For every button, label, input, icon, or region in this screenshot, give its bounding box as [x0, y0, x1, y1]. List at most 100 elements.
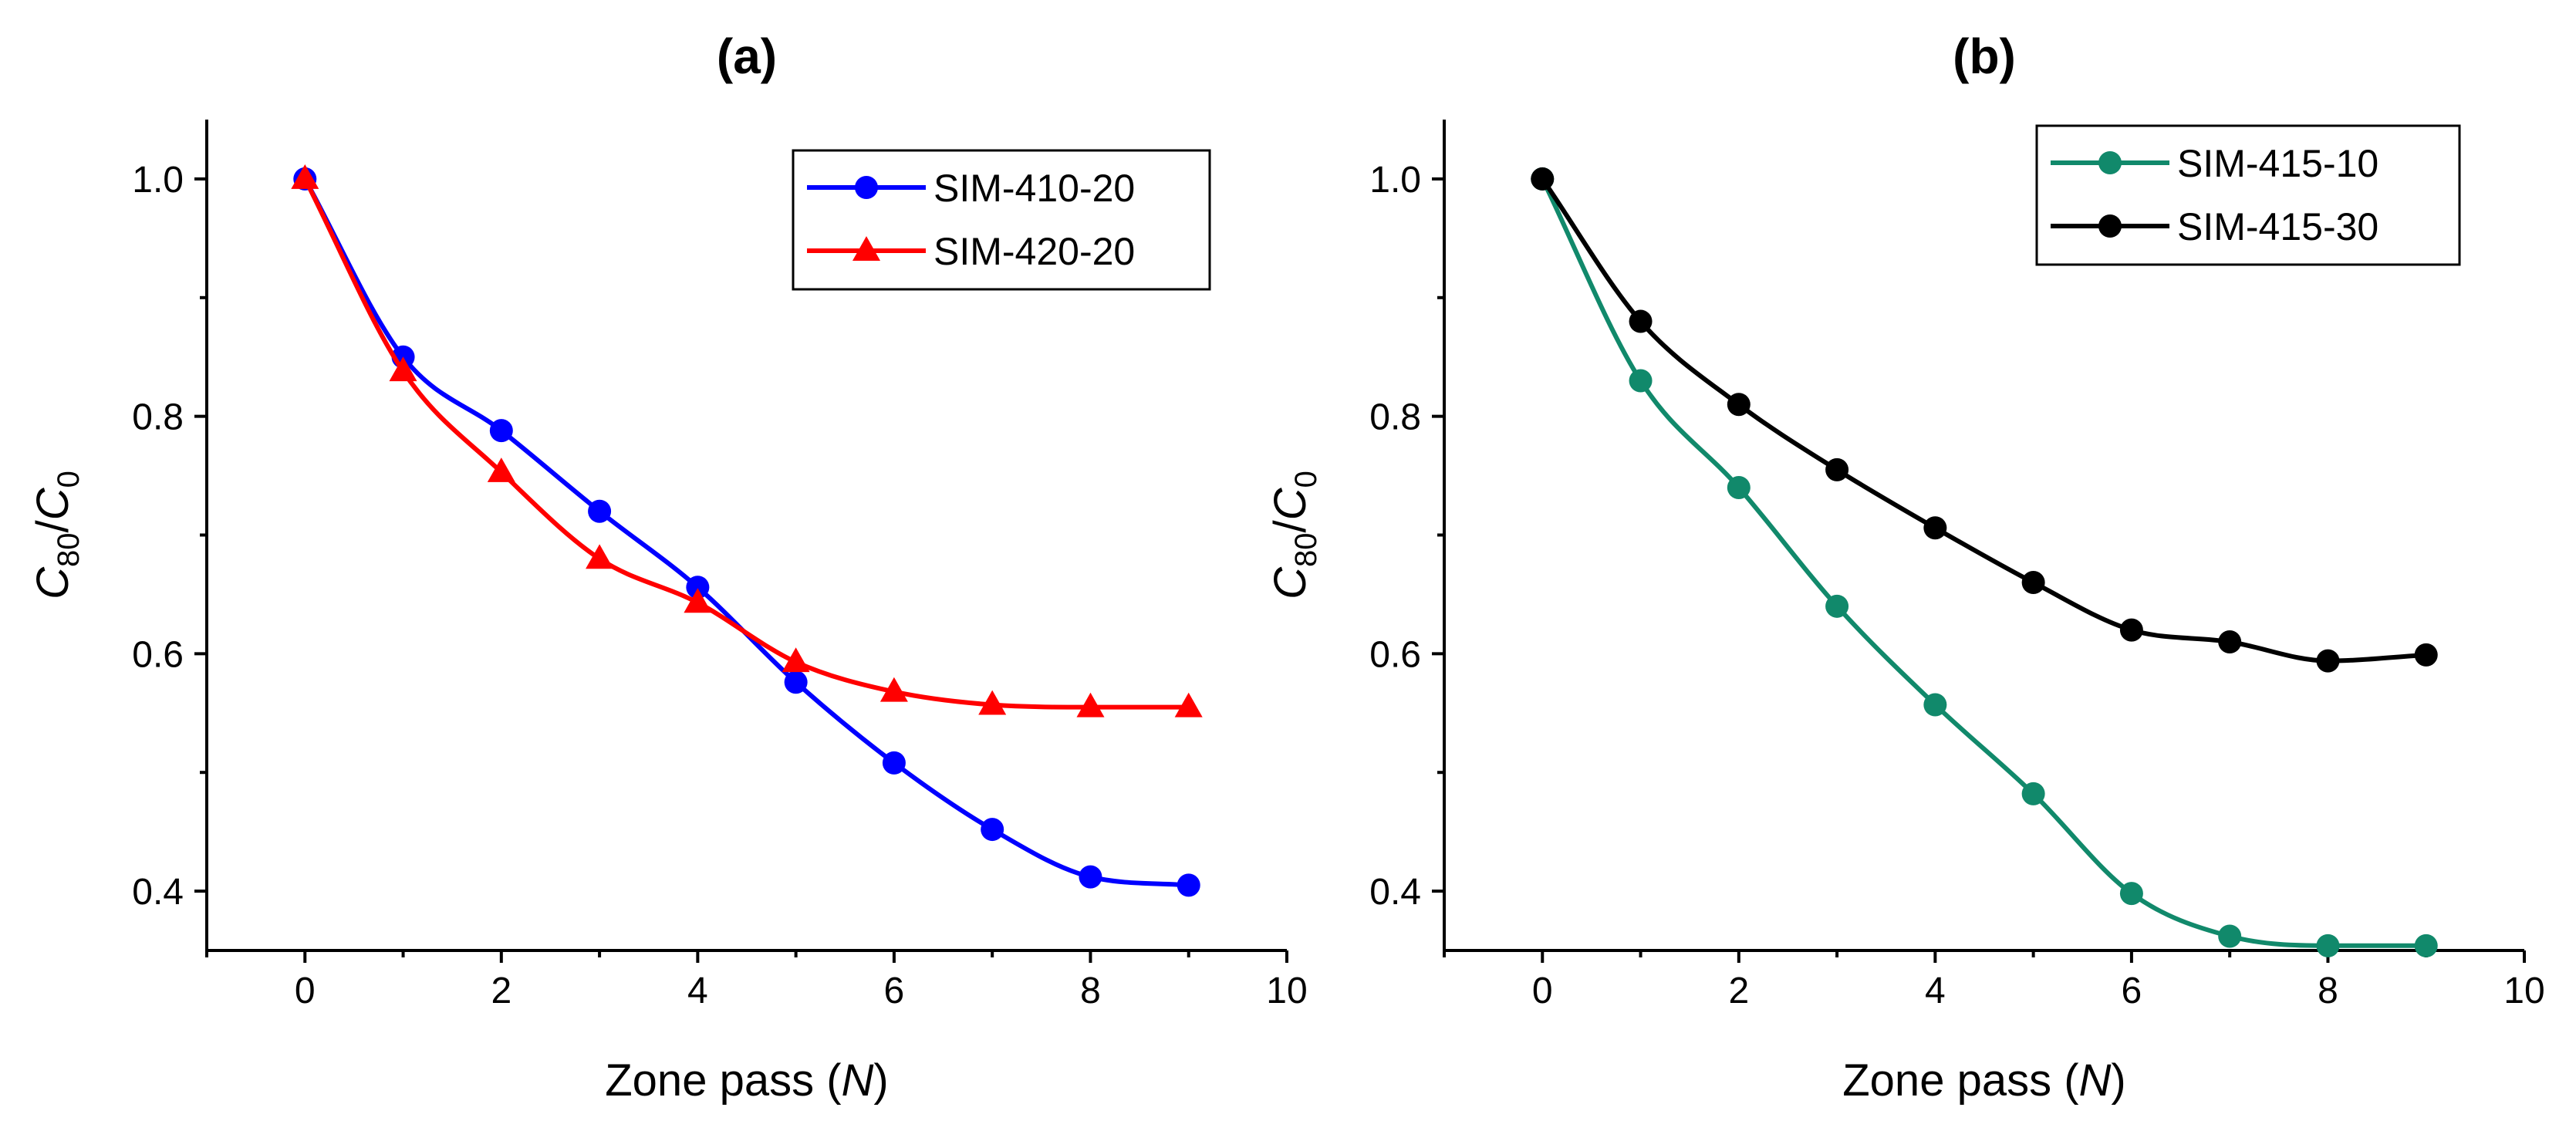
legend-marker: [2098, 151, 2122, 174]
x-tick-label: 8: [1080, 971, 1101, 1011]
x-axis-title-suffix: ): [2111, 1055, 2125, 1106]
y-axis-title-variable-2: C: [28, 487, 78, 520]
series-line: [1540, 176, 2429, 663]
data-point: [1079, 865, 1102, 889]
x-tick-label: 6: [884, 971, 905, 1011]
data-point: [1177, 873, 1200, 897]
data-point: [1825, 457, 1849, 481]
data-point: [487, 457, 515, 482]
legend: SIM-415-10 SIM-415-30: [2035, 124, 2461, 266]
data-point: [981, 818, 1004, 842]
data-point: [2414, 933, 2438, 957]
data-point: [2021, 571, 2045, 595]
y-tick-label: 1.0: [1369, 160, 1421, 201]
data-point: [782, 647, 810, 673]
y-axis-title: C80/C0: [1265, 471, 1323, 599]
y-tick-label: 0.4: [1369, 872, 1421, 913]
data-point: [1727, 475, 1751, 499]
data-point: [1825, 594, 1849, 618]
y-tick-label: 0.8: [132, 397, 184, 438]
x-tick-label: 2: [491, 971, 511, 1011]
data-point: [1727, 393, 1751, 417]
y-axis-title-subscript-2: 0: [52, 471, 86, 488]
data-point: [291, 164, 319, 189]
y-tick-label: 0.6: [1369, 634, 1421, 675]
series-line: [302, 176, 1191, 888]
x-tick-label: 8: [2318, 971, 2338, 1011]
data-point: [588, 499, 612, 523]
data-point: [784, 670, 808, 694]
x-axis-title-prefix: Zone pass (: [1842, 1055, 2078, 1106]
y-axis-title-variable: C: [1265, 566, 1315, 599]
data-point: [978, 690, 1007, 715]
x-tick-label: 4: [1925, 971, 1946, 1011]
legend-marker: [2098, 214, 2122, 238]
y-axis-title-variable: C: [28, 566, 78, 599]
data-point: [684, 588, 712, 613]
data-point: [1629, 369, 1653, 393]
x-tick-label: 4: [687, 971, 708, 1011]
data-point: [489, 419, 513, 443]
x-axis-title-prefix: Zone pass (: [605, 1055, 841, 1106]
data-point: [2316, 649, 2340, 673]
legend: SIM-410-20 SIM-420-20: [792, 149, 1211, 291]
data-point: [389, 356, 417, 382]
x-axis-title: Zone pass (N): [1842, 1055, 2125, 1106]
data-point: [2119, 618, 2143, 642]
data-point: [879, 677, 908, 702]
data-point: [2414, 643, 2438, 667]
data-point: [2119, 882, 2143, 906]
series-SIM-415-30: [1531, 167, 2438, 673]
x-tick-label: 0: [1532, 971, 1553, 1011]
data-point: [1923, 516, 1947, 540]
y-tick-label: 0.8: [1369, 397, 1421, 438]
y-tick-label: 0.4: [132, 872, 184, 913]
x-axis-title-variable: N: [2079, 1055, 2112, 1106]
x-tick-label: 10: [1266, 971, 1307, 1011]
series-line: [302, 176, 1191, 710]
y-axis-title-subscript-2: 0: [1289, 471, 1323, 488]
data-point: [2316, 933, 2340, 957]
y-tick-label: 0.6: [132, 634, 184, 675]
series-line: [1540, 176, 2429, 948]
legend-label: SIM-420-20: [934, 230, 1135, 273]
data-point: [2021, 782, 2045, 805]
legend-marker: [852, 236, 880, 261]
x-axis-title-variable: N: [842, 1055, 874, 1106]
legend-label: SIM-410-20: [934, 167, 1135, 210]
data-point: [2218, 630, 2242, 653]
data-point: [1531, 167, 1555, 191]
y-axis-title-slash: /: [1265, 519, 1315, 532]
x-tick-label: 10: [2503, 971, 2544, 1011]
legend-box: [792, 149, 1211, 291]
y-axis-title: C80/C0: [28, 471, 86, 599]
legend-label: SIM-415-10: [2177, 142, 2378, 185]
y-axis-title-subscript: 80: [1289, 532, 1323, 567]
series-SIM-420-20: [291, 164, 1203, 717]
series-SIM-415-10: [1531, 167, 2438, 957]
data-point: [1076, 692, 1105, 717]
series-SIM-410-20: [293, 167, 1200, 897]
legend-box: [2035, 124, 2461, 266]
panel-title: (a): [717, 29, 777, 84]
x-tick-label: 2: [1728, 971, 1749, 1011]
legend-marker: [855, 176, 878, 199]
x-tick-label: 6: [2122, 971, 2142, 1011]
data-point: [1923, 693, 1947, 717]
y-axis-title-subscript: 80: [52, 532, 86, 567]
y-axis-title-slash: /: [28, 519, 78, 532]
data-point: [882, 751, 906, 775]
data-point: [1174, 692, 1203, 717]
panel-title: (b): [1953, 29, 2016, 84]
data-point: [1629, 309, 1653, 333]
x-axis-title-suffix: ): [873, 1055, 888, 1106]
y-tick-label: 1.0: [132, 160, 184, 201]
data-point: [2218, 924, 2242, 948]
x-axis-title: Zone pass (N): [605, 1055, 888, 1106]
y-axis-title-variable-2: C: [1265, 487, 1315, 520]
x-tick-label: 0: [295, 971, 316, 1011]
legend-label: SIM-415-30: [2177, 205, 2378, 248]
